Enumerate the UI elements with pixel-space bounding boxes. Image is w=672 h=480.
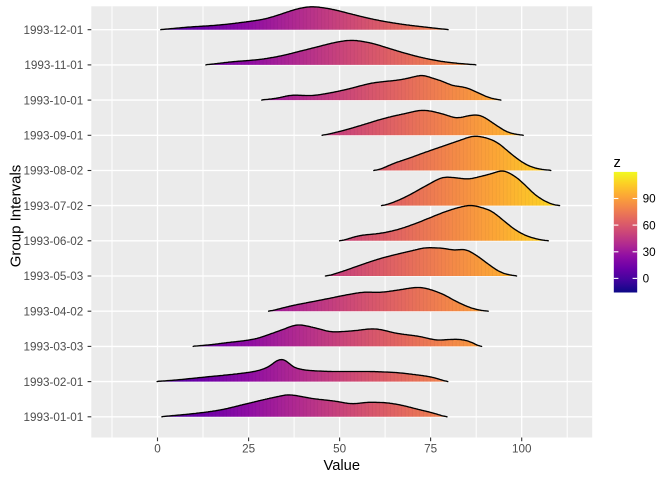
svg-text:90: 90 <box>643 193 657 206</box>
svg-text:1993-02-01: 1993-02-01 <box>24 376 84 389</box>
svg-text:Group Intervals: Group Intervals <box>7 165 24 268</box>
svg-text:1993-07-02: 1993-07-02 <box>24 200 84 213</box>
svg-text:25: 25 <box>242 443 256 456</box>
svg-text:1993-06-02: 1993-06-02 <box>24 235 84 248</box>
svg-text:100: 100 <box>512 443 532 456</box>
svg-text:60: 60 <box>643 219 657 232</box>
svg-text:30: 30 <box>643 246 657 259</box>
svg-text:1993-04-02: 1993-04-02 <box>24 305 84 318</box>
svg-text:50: 50 <box>333 443 347 456</box>
svg-text:z: z <box>614 155 621 171</box>
svg-text:1993-10-01: 1993-10-01 <box>24 94 84 107</box>
svg-text:1993-03-03: 1993-03-03 <box>24 341 84 354</box>
svg-text:1993-01-01: 1993-01-01 <box>24 411 84 424</box>
svg-text:75: 75 <box>424 443 438 456</box>
svg-text:0: 0 <box>154 443 161 456</box>
svg-text:1993-11-01: 1993-11-01 <box>24 59 83 72</box>
svg-text:Value: Value <box>324 458 360 474</box>
svg-text:1993-09-01: 1993-09-01 <box>24 130 84 143</box>
svg-text:0: 0 <box>643 273 650 286</box>
svg-text:1993-08-02: 1993-08-02 <box>24 165 84 178</box>
svg-text:1993-05-03: 1993-05-03 <box>24 270 84 283</box>
svg-text:1993-12-01: 1993-12-01 <box>24 24 84 37</box>
